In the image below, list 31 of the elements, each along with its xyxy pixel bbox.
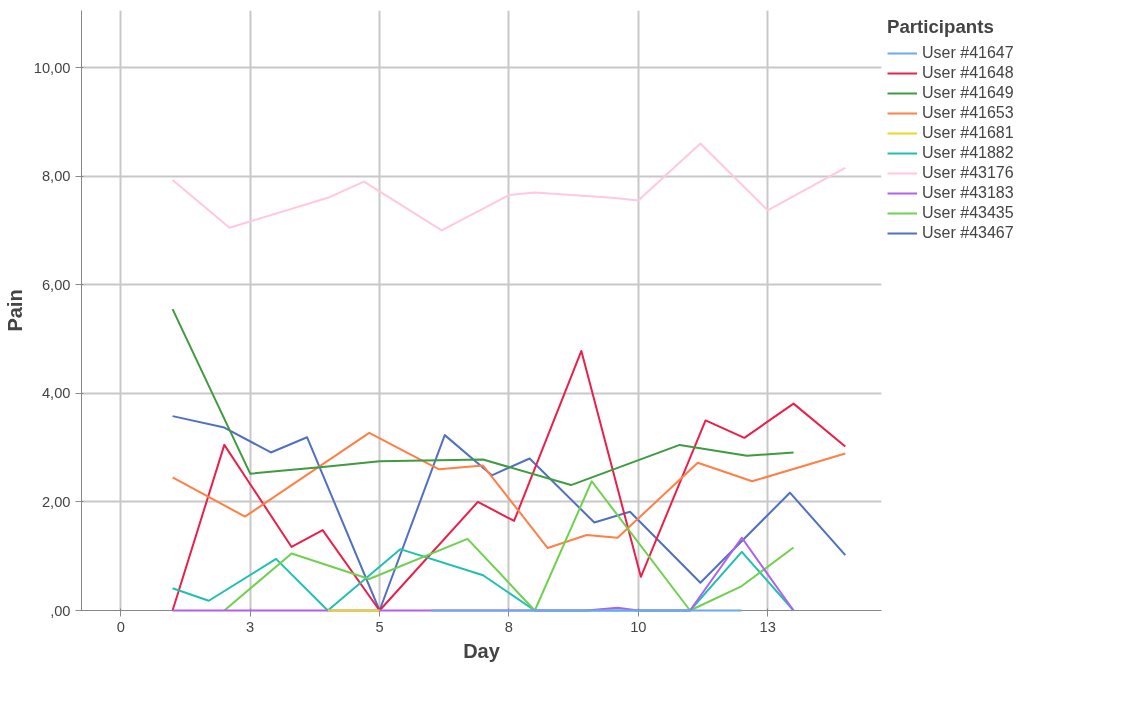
line-series	[171, 415, 847, 612]
y-tick-label: 4,00	[41, 385, 71, 402]
legend-label: User #41882	[922, 144, 1014, 162]
line-series	[171, 308, 795, 487]
legend-label: User #41647	[922, 44, 1014, 62]
line-series	[223, 480, 795, 612]
legend-label: User #41648	[922, 64, 1014, 82]
x-tick-label: 3	[246, 618, 255, 635]
x-tick-label: 0	[116, 618, 125, 635]
legend-label: User #43435	[922, 204, 1014, 222]
y-tick-label: 8,00	[41, 168, 71, 185]
y-tick-label: ,00	[50, 602, 71, 619]
x-tick-label: 13	[759, 618, 776, 635]
x-tick-label: 8	[504, 618, 514, 635]
y-tick-label: 10,00	[33, 59, 71, 76]
legend-label: User #43176	[922, 164, 1014, 182]
x-axis-title: Day	[463, 639, 501, 662]
x-tick-label: 10	[630, 618, 647, 635]
legend-label: User #41653	[922, 104, 1014, 122]
legend-label: User #41681	[922, 124, 1014, 142]
line-series	[171, 142, 847, 232]
legend-label: User #43467	[922, 224, 1014, 242]
line-series	[171, 349, 847, 612]
legend-title: Participants	[887, 16, 995, 38]
x-tick-label: 5	[375, 618, 384, 635]
y-tick-label: 2,00	[41, 493, 71, 510]
legend-label: User #41649	[922, 84, 1014, 102]
y-tick-label: 6,00	[41, 276, 71, 293]
legend-label: User #43183	[922, 184, 1014, 202]
line-series	[171, 431, 847, 550]
y-axis-title: Pain	[3, 289, 26, 332]
